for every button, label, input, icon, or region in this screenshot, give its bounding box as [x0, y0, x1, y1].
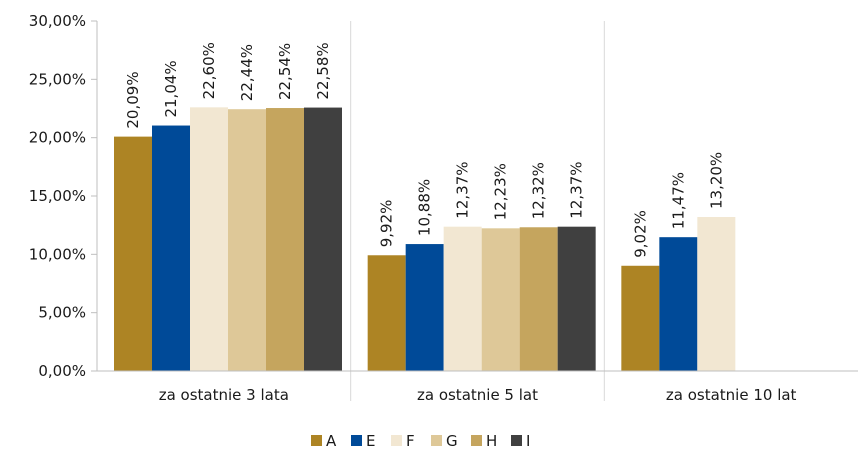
- data-label: 9,02%: [631, 210, 649, 258]
- bar-f: [190, 107, 228, 371]
- x-axis: za ostatnie 3 lata za ostatnie 5 lat za os…: [97, 370, 858, 404]
- legend-swatch: [391, 435, 402, 446]
- y-tick-label: 5,00%: [38, 304, 86, 322]
- bar-e: [405, 244, 444, 371]
- data-label: 12,23%: [492, 163, 510, 220]
- data-label: 22,60%: [200, 42, 218, 99]
- bar-a: [114, 136, 152, 371]
- legend-label: G: [446, 432, 458, 450]
- data-label: 12,37%: [568, 161, 586, 218]
- data-labels: 20,09% 21,04% 22,60% 22,44% 22,54% 22,58% 9,92…: [124, 42, 725, 258]
- x-tick-label: za ostatnie 3 lata: [159, 386, 289, 404]
- legend-label: H: [486, 432, 497, 450]
- data-label: 12,37%: [454, 161, 472, 218]
- legend-item-g: G: [431, 432, 458, 450]
- data-label: 22,58%: [314, 42, 332, 99]
- legend-label: A: [326, 432, 337, 450]
- data-label: 22,44%: [238, 44, 256, 101]
- data-label: 9,92%: [378, 200, 396, 248]
- data-label: 13,20%: [707, 152, 725, 209]
- bars: [114, 107, 736, 372]
- bar-g: [228, 109, 266, 371]
- legend-item-e: E: [351, 432, 375, 450]
- data-label: 20,09%: [124, 71, 142, 128]
- y-tick-label: 10,00%: [29, 245, 86, 263]
- y-tick-label: 20,00%: [29, 129, 86, 147]
- bar-h: [519, 227, 558, 371]
- legend-swatch: [311, 435, 322, 446]
- bar-f: [443, 226, 482, 371]
- legend-item-a: A: [311, 432, 337, 450]
- legend-item-f: F: [391, 432, 415, 450]
- data-label: 10,88%: [416, 179, 434, 236]
- legend-label: F: [406, 432, 415, 450]
- bar-a: [621, 265, 660, 371]
- bar-a: [367, 255, 406, 371]
- bar-i: [557, 226, 596, 371]
- data-label: 22,54%: [276, 43, 294, 100]
- y-axis: 0,00% 5,00% 10,00% 15,00% 20,00% 25,00% 30,00%: [29, 12, 98, 380]
- data-label: 12,32%: [530, 162, 548, 219]
- legend-swatch: [431, 435, 442, 446]
- y-tick-label: 25,00%: [29, 70, 86, 88]
- bar-e: [152, 125, 190, 372]
- y-tick-label: 15,00%: [29, 187, 86, 205]
- legend-swatch: [511, 435, 522, 446]
- data-label: 21,04%: [162, 60, 180, 117]
- y-tick-label: 30,00%: [29, 12, 86, 30]
- data-label: 11,47%: [669, 172, 687, 229]
- bar-h: [266, 108, 304, 372]
- y-tick-label: 0,00%: [38, 362, 86, 380]
- legend-swatch: [351, 435, 362, 446]
- legend-label: I: [526, 432, 530, 450]
- legend-label: E: [366, 432, 375, 450]
- legend-item-h: H: [471, 432, 497, 450]
- bar-i: [304, 107, 342, 372]
- category-separators: [350, 21, 605, 401]
- bar-f: [697, 217, 736, 371]
- bar-e: [659, 237, 698, 371]
- bar-g: [481, 228, 520, 371]
- legend-item-i: I: [511, 432, 530, 450]
- x-tick-label: za ostatnie 5 lat: [417, 386, 538, 404]
- x-tick-label: za ostatnie 10 lat: [666, 386, 797, 404]
- legend-swatch: [471, 435, 482, 446]
